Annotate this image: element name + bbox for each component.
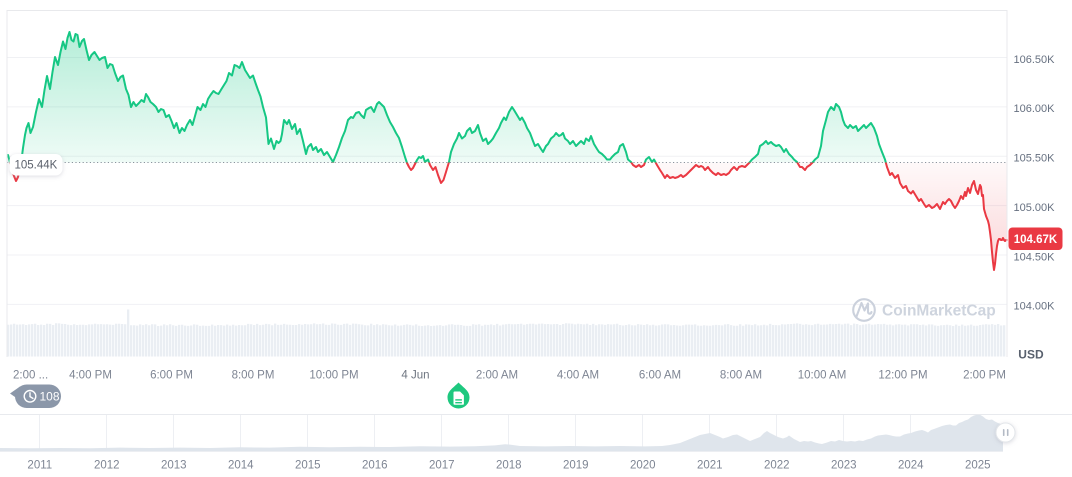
svg-text:2011: 2011 xyxy=(27,460,52,472)
svg-text:12:00 PM: 12:00 PM xyxy=(878,370,927,382)
svg-text:2:00 AM: 2:00 AM xyxy=(476,370,518,382)
svg-text:2025: 2025 xyxy=(965,460,991,472)
svg-text:4:00 AM: 4:00 AM xyxy=(557,370,599,382)
svg-text:8:00 AM: 8:00 AM xyxy=(720,370,762,382)
svg-text:USD: USD xyxy=(1018,348,1044,362)
svg-text:2022: 2022 xyxy=(764,460,790,472)
svg-text:10:00 AM: 10:00 AM xyxy=(798,370,847,382)
svg-text:2023: 2023 xyxy=(831,460,857,472)
svg-text:105.50K: 105.50K xyxy=(1014,153,1056,165)
svg-text:106.50K: 106.50K xyxy=(1014,54,1056,66)
svg-text:106.00K: 106.00K xyxy=(1014,103,1056,115)
svg-text:8:00 PM: 8:00 PM xyxy=(232,370,275,382)
svg-text:2013: 2013 xyxy=(161,460,187,472)
svg-text:108: 108 xyxy=(39,390,59,404)
svg-text:2015: 2015 xyxy=(295,460,321,472)
svg-text:104.67K: 104.67K xyxy=(1014,234,1058,246)
svg-text:10:00 PM: 10:00 PM xyxy=(309,370,358,382)
svg-text:105.00K: 105.00K xyxy=(1014,202,1056,214)
svg-text:2016: 2016 xyxy=(362,460,388,472)
svg-text:6:00 PM: 6:00 PM xyxy=(150,370,193,382)
svg-text:4 Jun: 4 Jun xyxy=(401,370,429,382)
svg-text:104.50K: 104.50K xyxy=(1014,251,1056,263)
svg-text:2:00 PM: 2:00 PM xyxy=(963,370,1006,382)
svg-text:2014: 2014 xyxy=(228,460,254,472)
svg-text:2019: 2019 xyxy=(563,460,589,472)
svg-text:6:00 AM: 6:00 AM xyxy=(639,370,681,382)
svg-text:2024: 2024 xyxy=(898,460,924,472)
svg-text:2020: 2020 xyxy=(630,460,656,472)
svg-text:2017: 2017 xyxy=(429,460,455,472)
svg-text:CoinMarketCap: CoinMarketCap xyxy=(882,303,996,320)
svg-text:2018: 2018 xyxy=(496,460,522,472)
svg-text:2021: 2021 xyxy=(697,460,723,472)
svg-text:105.44K: 105.44K xyxy=(15,160,58,172)
svg-text:4:00 PM: 4:00 PM xyxy=(69,370,112,382)
svg-text:2012: 2012 xyxy=(94,460,120,472)
svg-text:2:00 ...: 2:00 ... xyxy=(13,370,48,382)
svg-text:104.00K: 104.00K xyxy=(1014,301,1056,313)
